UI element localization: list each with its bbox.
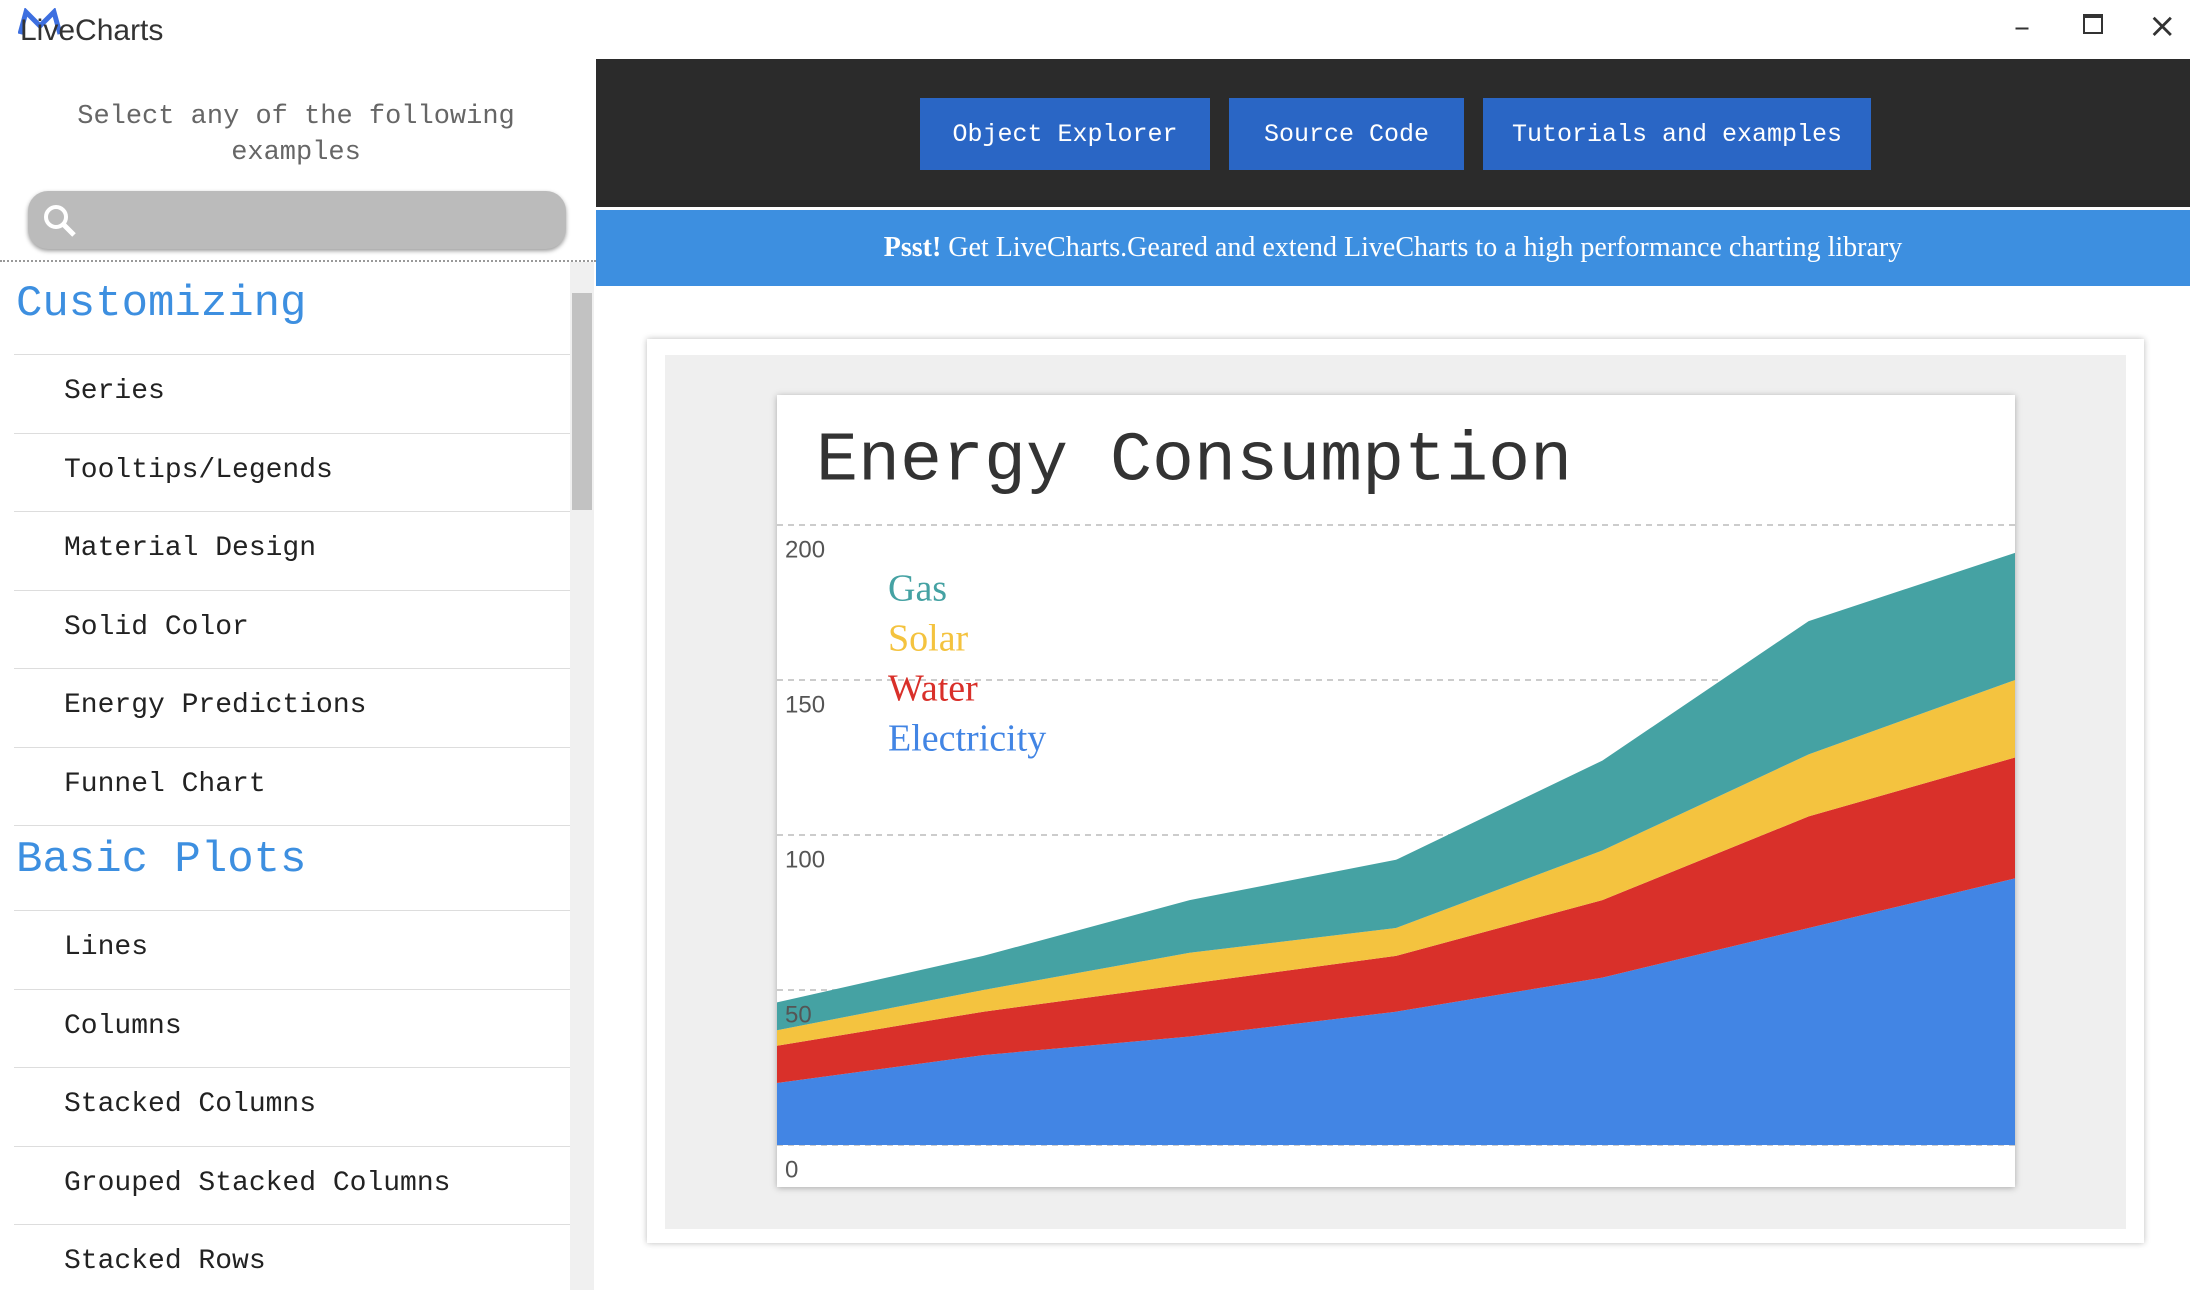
sidebar: Select any of the following examples Cus… [0,59,596,1290]
maximize-button[interactable] [2083,14,2103,34]
area [777,757,2015,1083]
y-tick-label: 200 [785,536,825,563]
separator [14,1067,570,1068]
nav-item[interactable]: Energy Predictions [64,690,367,721]
search-box[interactable] [28,191,566,249]
section-heading: Customizing [16,279,307,329]
toolbar: Object Explorer Source Code Tutorials an… [596,59,2190,207]
nav-item[interactable]: Solid Color [64,611,249,643]
banner[interactable]: Psst! Get LiveCharts.Geared and extend L… [596,210,2190,286]
toolbar-button[interactable]: Object Explorer [920,98,1210,170]
chart: Energy Consumption 0 50 100 150 200 Gas Solar W… [777,395,2015,1187]
scrollbar-thumb[interactable] [572,293,592,510]
nav-item[interactable]: Tooltips/Legends [64,454,333,486]
chart-title: Energy Consumption [816,422,1572,501]
nav-item[interactable]: Stacked Rows [64,1246,266,1277]
separator [14,1145,570,1147]
title-bar: LiveCharts – × [0,0,2190,59]
y-tick-label: 100 [785,846,825,873]
separator [14,1224,570,1225]
nav-item[interactable]: Material Design [64,533,317,564]
separator [14,910,570,911]
area [777,552,2015,1031]
nav-item[interactable]: Columns [64,1010,182,1042]
nav-item[interactable]: Grouped Stacked Columns [64,1167,451,1199]
banner-emphasis: Psst! [883,232,942,263]
legend-entry: Electricity [888,718,1046,760]
minimize-button[interactable]: – [2013,12,2032,46]
nav-item[interactable]: Series [64,376,165,407]
y-tick-label: 150 [785,691,825,718]
nav-item[interactable]: Funnel Chart [64,768,266,800]
search-icon [44,205,76,237]
legend-entry: Gas [888,568,947,610]
separator [14,589,570,591]
separator [14,511,570,512]
separator [14,746,570,748]
y-tick-label: 0 [785,1156,798,1183]
toolbar-button[interactable]: Source Code [1229,98,1464,170]
divider [0,260,596,262]
separator [14,988,570,990]
section-heading: Basic Plots [16,835,307,885]
legend-entry: Solar [888,618,969,660]
separator [14,354,570,355]
separator [14,432,570,434]
nav-item[interactable]: Stacked Columns [64,1089,317,1120]
area [777,680,2015,1046]
separator [14,825,570,826]
scrollbar [570,262,594,1290]
separator [14,668,570,669]
toolbar-button[interactable]: Tutorials and examples [1483,98,1871,170]
app-logo [18,8,62,35]
close-button[interactable]: × [2148,6,2177,46]
app-title: LiveCharts [20,14,164,47]
sidebar-prompt: Select any of the following examples [77,102,515,168]
y-tick-label: 50 [785,1001,812,1028]
banner-text: Get LiveCharts.Geared and extend LiveCha… [948,232,1903,263]
legend-entry: Water [888,668,978,710]
nav-item[interactable]: Lines [64,932,149,963]
